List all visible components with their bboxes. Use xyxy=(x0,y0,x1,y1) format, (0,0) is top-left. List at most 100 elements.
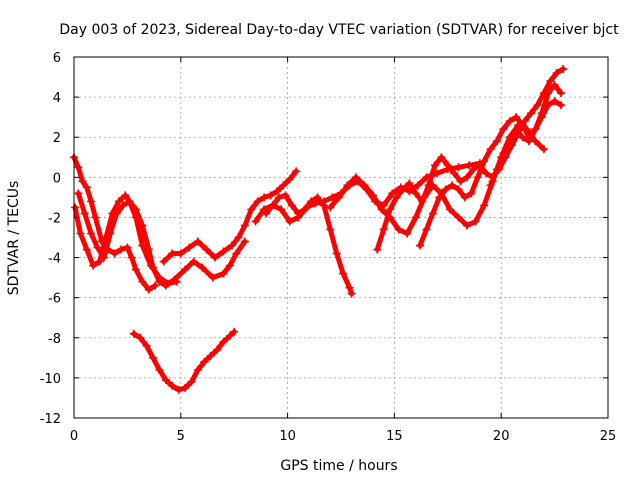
data-point xyxy=(518,133,527,142)
data-point xyxy=(557,89,566,98)
data-point xyxy=(537,113,546,122)
data-point xyxy=(253,197,262,206)
data-point xyxy=(78,177,87,186)
data-point xyxy=(277,205,286,214)
data-point xyxy=(450,169,459,178)
data-point xyxy=(465,161,474,170)
data-point xyxy=(480,201,489,210)
y-tick-label: -4 xyxy=(48,252,61,267)
data-point xyxy=(187,377,196,386)
data-point xyxy=(225,261,234,270)
data-point xyxy=(332,249,341,258)
data-point xyxy=(499,149,508,158)
data-point xyxy=(251,217,260,226)
data-point xyxy=(247,205,256,214)
series-trace xyxy=(71,154,158,293)
data-point xyxy=(345,283,354,292)
data-point xyxy=(398,185,407,194)
data-point xyxy=(176,249,185,258)
data-point xyxy=(467,189,476,198)
data-point xyxy=(533,101,542,110)
data-point xyxy=(74,189,83,198)
data-point xyxy=(388,189,397,198)
data-point xyxy=(386,205,395,214)
y-tick-label: 4 xyxy=(53,91,61,106)
data-point xyxy=(106,229,115,238)
data-point xyxy=(460,193,469,202)
data-point xyxy=(454,185,463,194)
data-point xyxy=(544,101,553,110)
data-point xyxy=(181,265,190,274)
data-point xyxy=(505,117,514,126)
data-point xyxy=(206,351,215,360)
data-point xyxy=(445,205,454,214)
data-point xyxy=(116,245,125,254)
data-point xyxy=(524,137,533,146)
data-point xyxy=(416,241,425,250)
data-point xyxy=(326,225,335,234)
data-point xyxy=(225,331,234,340)
y-tick-labels: -12 -10 -8 -6 -4 -2 0 2 4 6 xyxy=(40,51,61,427)
data-point xyxy=(125,197,134,206)
data-point xyxy=(181,383,190,392)
data-point xyxy=(189,257,198,266)
data-point xyxy=(518,121,527,130)
data-point xyxy=(418,197,427,206)
data-series xyxy=(486,97,566,190)
data-point xyxy=(499,125,508,134)
data-point xyxy=(471,217,480,226)
data-point xyxy=(285,175,294,184)
data-point xyxy=(144,285,153,294)
data-point xyxy=(469,165,478,174)
data-point xyxy=(149,263,158,272)
data-point xyxy=(373,245,382,254)
data-point xyxy=(161,281,170,290)
x-tick-labels: 0 5 10 15 20 25 xyxy=(70,429,616,444)
data-point xyxy=(294,213,303,222)
x-tick-label: 0 xyxy=(70,429,78,444)
data-point xyxy=(155,365,164,374)
y-tick-label: 2 xyxy=(53,131,61,146)
data-point xyxy=(550,81,559,90)
data-point xyxy=(260,193,269,202)
data-point xyxy=(110,249,119,258)
y-axis-label: SDTVAR / TECUs xyxy=(6,181,22,296)
data-point xyxy=(292,167,301,176)
data-point xyxy=(559,65,568,74)
data-point xyxy=(234,233,243,242)
data-point xyxy=(463,173,472,182)
data-point xyxy=(138,221,147,230)
data-point xyxy=(185,243,194,252)
data-point xyxy=(531,125,540,134)
data-point xyxy=(546,77,555,86)
data-point xyxy=(142,341,151,350)
data-point xyxy=(405,179,414,188)
data-point xyxy=(93,243,102,252)
data-layer xyxy=(70,65,568,394)
data-point xyxy=(287,201,296,210)
data-point xyxy=(422,225,431,234)
data-point xyxy=(80,209,89,218)
data-point xyxy=(210,253,219,262)
data-point xyxy=(456,177,465,186)
data-point xyxy=(129,329,138,338)
data-point xyxy=(351,173,360,182)
data-point xyxy=(144,245,153,254)
data-point xyxy=(360,181,369,190)
data-point xyxy=(377,205,386,214)
data-point xyxy=(544,89,553,98)
x-tick-label: 5 xyxy=(177,429,185,444)
data-point xyxy=(228,241,237,250)
y-tick-label: -6 xyxy=(48,292,61,307)
data-point xyxy=(512,113,521,122)
data-point xyxy=(279,181,288,190)
chart-title: Day 003 of 2023, Sidereal Day-to-day VTE… xyxy=(59,22,619,38)
data-point xyxy=(379,225,388,234)
data-point xyxy=(411,189,420,198)
data-point xyxy=(339,269,348,278)
data-point xyxy=(473,173,482,182)
data-point xyxy=(463,221,472,230)
data-point xyxy=(492,137,501,146)
data-point xyxy=(550,97,559,106)
data-series xyxy=(70,153,160,294)
